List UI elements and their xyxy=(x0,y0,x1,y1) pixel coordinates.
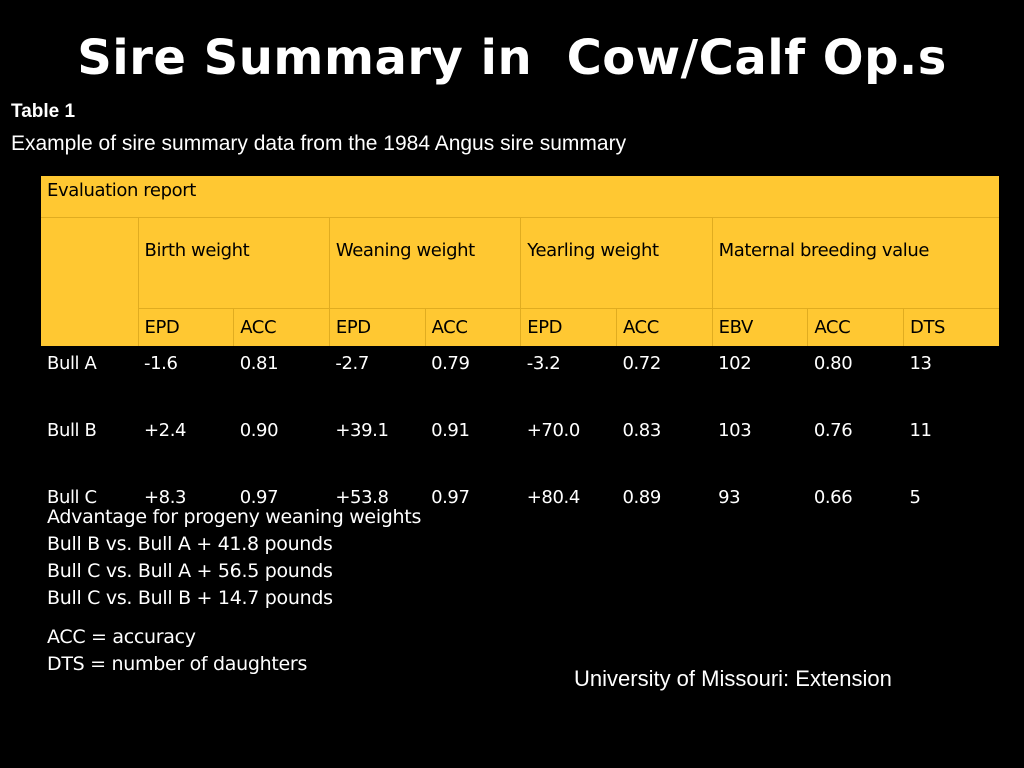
row-label: Bull A xyxy=(47,353,97,374)
group-header-maternal-breeding-value: Maternal breeding value xyxy=(711,217,1000,309)
evaluation-report-header: Evaluation report xyxy=(41,176,1000,218)
table-cell: +2.4 xyxy=(144,420,187,441)
subheader-birth-epd: EPD xyxy=(137,308,234,346)
group-header-weaning-weight: Weaning weight xyxy=(328,217,521,309)
table-row: Bull B +2.4 0.90 +39.1 0.91 +70.0 0.83 1… xyxy=(41,413,999,480)
table-row: Bull A -1.6 0.81 -2.7 0.79 -3.2 0.72 102… xyxy=(41,346,999,413)
table-cell: -1.6 xyxy=(144,353,178,374)
table-cell: 0.79 xyxy=(431,353,470,374)
table-cell: 0.97 xyxy=(239,487,279,508)
row-label: Bull B xyxy=(47,420,97,441)
table-cell: 93 xyxy=(718,487,741,508)
table-row: Bull C +8.3 0.97 +53.8 0.97 +80.4 0.89 9… xyxy=(41,480,999,547)
table-cell: 0.66 xyxy=(813,487,853,508)
table-cell: 0.76 xyxy=(813,420,853,441)
abbreviation-acc: ACC = accuracy xyxy=(47,626,196,648)
table-cell: 0.97 xyxy=(431,487,470,508)
table-caption-label: Table 1 xyxy=(11,101,76,122)
table-cell: 0.89 xyxy=(622,487,661,508)
table-cell: 13 xyxy=(909,353,933,374)
slide-title: Sire Summary in Cow/Calf Op.s xyxy=(77,30,947,86)
sire-summary-table: Evaluation report Birth weight Weaning w… xyxy=(41,176,1000,547)
subheader-maternal-dts: DTS xyxy=(903,308,1000,346)
row-label: Bull C xyxy=(47,487,97,508)
table-cell: 0.72 xyxy=(622,353,661,374)
advantage-line: Bull C vs. Bull B + 14.7 pounds xyxy=(47,587,333,609)
table-cell: 0.91 xyxy=(431,420,470,441)
subheader-maternal-acc: ACC xyxy=(807,308,904,346)
table-cell: -3.2 xyxy=(526,353,561,374)
subheader-weaning-acc: ACC xyxy=(424,308,521,346)
advantage-line: Bull C vs. Bull A + 56.5 pounds xyxy=(47,560,333,582)
subheader-yearling-epd: EPD xyxy=(520,308,617,346)
table-cell: +70.0 xyxy=(526,420,581,441)
group-header-birth-weight: Birth weight xyxy=(137,217,330,309)
table-cell: -2.7 xyxy=(335,353,369,374)
table-cell: 0.83 xyxy=(622,420,661,441)
subheader-birth-acc: ACC xyxy=(233,308,330,346)
table-cell: 0.90 xyxy=(239,420,279,441)
table-cell: +39.1 xyxy=(335,420,389,441)
advantage-heading: Advantage for progeny weaning weights xyxy=(47,506,422,528)
table-cell: 5 xyxy=(909,487,921,508)
group-header-yearling-weight: Yearling weight xyxy=(520,217,713,309)
subheader-maternal-ebv: EBV xyxy=(711,308,808,346)
subheader-weaning-epd: EPD xyxy=(328,308,426,346)
table-cell: 102 xyxy=(718,353,752,374)
abbreviation-notes: ACC = accuracy DTS = number of daughters xyxy=(47,624,307,678)
table-cell: +80.4 xyxy=(526,487,581,508)
advantage-notes: Advantage for progeny weaning weights Bu… xyxy=(47,504,421,612)
table-cell: +8.3 xyxy=(144,487,187,508)
table-cell: +53.8 xyxy=(335,487,389,508)
header-blank-cell xyxy=(41,217,138,346)
advantage-line: Bull B vs. Bull A + 41.8 pounds xyxy=(47,533,333,555)
source-credit: University of Missouri: Extension xyxy=(574,666,892,691)
table-cell: 0.80 xyxy=(813,353,853,374)
table-cell: 103 xyxy=(718,420,752,441)
abbreviation-dts: DTS = number of daughters xyxy=(47,653,308,675)
table-cell: 11 xyxy=(909,420,933,441)
table-caption-text: Example of sire summary data from the 19… xyxy=(11,132,627,155)
table-cell: 0.81 xyxy=(239,353,279,374)
subheader-yearling-acc: ACC xyxy=(615,308,713,346)
